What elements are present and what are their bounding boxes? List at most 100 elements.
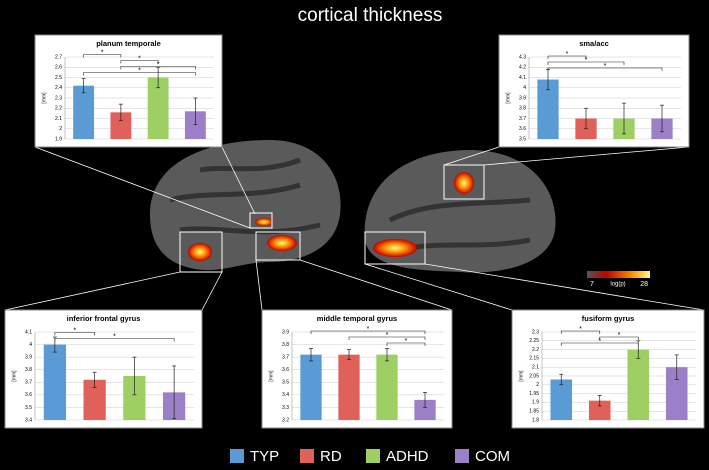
y-tick-label: 3.6 bbox=[25, 392, 32, 398]
bar bbox=[414, 399, 436, 420]
callout-lines bbox=[4, 146, 705, 311]
bar bbox=[110, 112, 132, 139]
significance-bracket bbox=[83, 72, 196, 76]
y-tick-label: 3.8 bbox=[282, 342, 289, 348]
significance-bracket bbox=[54, 332, 95, 336]
y-tick-label: 3.9 bbox=[25, 354, 32, 360]
significance-label: * bbox=[101, 49, 104, 56]
significance-bracket bbox=[348, 336, 426, 340]
y-tick-label: 3.4 bbox=[282, 392, 289, 398]
bar bbox=[665, 367, 688, 420]
significance-label: * bbox=[405, 338, 408, 345]
bar bbox=[83, 379, 106, 420]
y-tick-label: 4.3 bbox=[519, 54, 526, 60]
y-axis-label: [mm] bbox=[518, 370, 524, 382]
y-tick-label: 3.7 bbox=[25, 380, 32, 386]
y-tick-label: 2.7 bbox=[55, 54, 62, 60]
significance-bracket bbox=[547, 55, 587, 59]
brain-left bbox=[150, 140, 341, 273]
bar bbox=[43, 344, 67, 420]
significance-bracket bbox=[310, 330, 426, 334]
significance-bracket bbox=[560, 342, 639, 346]
significance-bracket bbox=[54, 338, 175, 342]
chart-panel: middle temporal gyrus [mm] 3.2 3.3 3.4 3.5 3.6… bbox=[261, 309, 453, 429]
chart-panel: sma/acc [mm] 3.5 3.6 3.7 3.8 3.9 4 4.1 4.2 4.3 * * * bbox=[498, 34, 690, 148]
chart-title: fusiform gyrus bbox=[582, 314, 635, 323]
y-tick-label: 4 bbox=[29, 342, 32, 348]
bar bbox=[537, 79, 559, 139]
chart-title: middle temporal gyrus bbox=[317, 314, 397, 323]
legend-label: COM bbox=[475, 448, 510, 465]
y-tick-label: 2.5 bbox=[55, 75, 62, 81]
significance-label: * bbox=[138, 67, 141, 74]
significance-label: * bbox=[566, 51, 569, 58]
bar bbox=[588, 400, 611, 420]
legend-label: ADHD bbox=[386, 448, 429, 465]
y-tick-label: 3.3 bbox=[282, 405, 289, 411]
y-tick-label: 2 bbox=[536, 382, 539, 388]
y-axis-label: [mm] bbox=[505, 92, 511, 104]
y-tick-label: 2.1 bbox=[532, 365, 539, 371]
brain-right bbox=[364, 150, 556, 273]
y-tick-label: 3.8 bbox=[25, 367, 32, 373]
y-tick-label: 2.4 bbox=[55, 85, 62, 91]
bar bbox=[300, 354, 322, 420]
y-tick-label: 3.7 bbox=[519, 116, 526, 122]
y-tick-label: 3.9 bbox=[519, 95, 526, 101]
significance-label: * bbox=[138, 55, 141, 62]
legend-swatch bbox=[366, 449, 380, 463]
y-tick-label: 2.05 bbox=[529, 373, 539, 379]
bar bbox=[550, 379, 573, 420]
significance-bracket bbox=[560, 330, 601, 334]
significance-label: * bbox=[579, 326, 582, 333]
y-tick-label: 3.9 bbox=[282, 329, 289, 335]
y-axis-label: [mm] bbox=[41, 92, 47, 104]
chart-title: planum temporale bbox=[96, 39, 161, 48]
colorbar-max: 28 bbox=[640, 281, 648, 288]
bar bbox=[147, 77, 169, 139]
y-tick-label: 3.5 bbox=[519, 136, 526, 142]
y-tick-label: 3.5 bbox=[25, 405, 32, 411]
y-tick-label: 4.1 bbox=[519, 75, 526, 81]
y-tick-label: 3.6 bbox=[282, 367, 289, 373]
significance-bracket bbox=[120, 66, 196, 70]
legend-label: TYP bbox=[250, 448, 279, 465]
y-tick-label: 2.25 bbox=[529, 338, 539, 344]
colorbar bbox=[587, 271, 650, 278]
y-tick-label: 4 bbox=[523, 85, 526, 91]
figure-title: cortical thickness bbox=[298, 5, 443, 26]
colorbar-label: log(p) bbox=[610, 282, 625, 288]
y-tick-label: 2 bbox=[59, 126, 62, 132]
y-tick-label: 1.9 bbox=[55, 136, 62, 142]
significance-bracket bbox=[547, 67, 663, 71]
y-tick-label: 3.6 bbox=[519, 126, 526, 132]
y-tick-label: 3.7 bbox=[282, 354, 289, 360]
bar bbox=[184, 111, 206, 139]
chart-panel: fusiform gyrus [mm] 1.8 1.85 1.9 1.95 2 2.05 2.1… bbox=[511, 309, 705, 429]
bar bbox=[73, 85, 95, 139]
bar bbox=[376, 354, 398, 420]
significance-label: * bbox=[585, 57, 588, 64]
significance-label: * bbox=[604, 63, 607, 70]
y-tick-label: 2.3 bbox=[55, 95, 62, 101]
chart-title: sma/acc bbox=[579, 39, 609, 48]
y-tick-label: 2.15 bbox=[529, 356, 539, 362]
y-tick-label: 1.8 bbox=[532, 417, 539, 423]
significance-label: * bbox=[367, 326, 370, 333]
y-tick-label: 2.2 bbox=[532, 347, 539, 353]
y-tick-label: 2.3 bbox=[532, 329, 539, 335]
y-tick-label: 3.5 bbox=[282, 380, 289, 386]
significance-label: * bbox=[113, 333, 116, 340]
legend-swatch bbox=[230, 449, 244, 463]
significance-label: * bbox=[73, 327, 76, 334]
significance-bracket bbox=[120, 60, 159, 64]
y-tick-label: 1.9 bbox=[532, 400, 539, 406]
y-tick-label: 3.8 bbox=[519, 106, 526, 112]
significance-bracket bbox=[386, 342, 426, 346]
y-axis-label: [mm] bbox=[268, 370, 274, 382]
legend-label: RD bbox=[320, 448, 342, 465]
legend-swatch bbox=[455, 449, 469, 463]
bar bbox=[627, 349, 650, 420]
y-tick-label: 2.6 bbox=[55, 65, 62, 71]
